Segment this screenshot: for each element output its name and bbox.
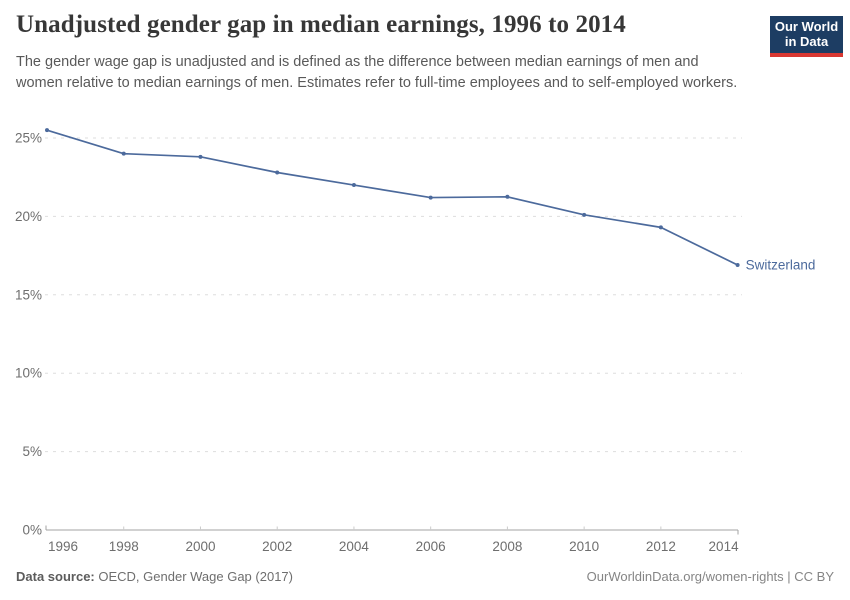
x-axis-tick-label: 2006 [416,539,446,554]
x-axis-tick-label: 2000 [185,539,215,554]
chart-subtitle: The gender wage gap is unadjusted and is… [16,54,738,91]
y-axis-tick-label: 20% [15,209,42,224]
data-point-1998[interactable] [121,151,126,156]
x-axis-tick-label: 2008 [492,539,522,554]
data-point-2000[interactable] [198,154,203,159]
y-axis-tick-label: 5% [22,444,42,459]
y-axis-tick-label: 0% [22,523,42,538]
series-label-switzerland[interactable]: Switzerland [746,258,816,273]
x-axis-tick-label: 2010 [569,539,599,554]
data-point-2012[interactable] [658,225,663,230]
data-point-1996[interactable] [45,128,49,133]
x-axis-tick-label: 1996 [48,539,78,554]
footer-credit-link[interactable]: OurWorldinData.org/women-rights | CC BY [586,569,834,584]
y-axis-tick-label: 10% [15,366,42,381]
data-point-2008[interactable] [505,194,510,199]
owid-logo-line2: in Data [784,34,829,49]
x-axis-tick-label: 2002 [262,539,292,554]
y-axis-tick-label: 15% [15,287,42,302]
data-point-2002[interactable] [275,170,280,175]
x-axis-tick-label: 1998 [109,539,139,554]
data-point-2014[interactable] [735,263,740,268]
x-axis-tick-label: 2012 [646,539,676,554]
x-axis-tick-label: 2004 [339,539,370,554]
data-point-2006[interactable] [428,195,433,200]
data-point-2010[interactable] [582,212,587,217]
x-axis-tick-label: 2014 [709,539,740,554]
data-source-label: Data source: [16,569,95,584]
line-switzerland[interactable] [46,129,739,266]
owid-logo[interactable]: Our World in Data [770,16,843,57]
data-source-text: OECD, Gender Wage Gap (2017) [98,569,293,584]
data-source: Data source: OECD, Gender Wage Gap (2017… [16,569,293,584]
data-point-2004[interactable] [351,183,356,188]
owid-logo-line1: Our World [774,19,839,34]
y-axis-tick-label: 25% [15,131,42,146]
chart-title: Unadjusted gender gap in median earnings… [16,11,626,38]
